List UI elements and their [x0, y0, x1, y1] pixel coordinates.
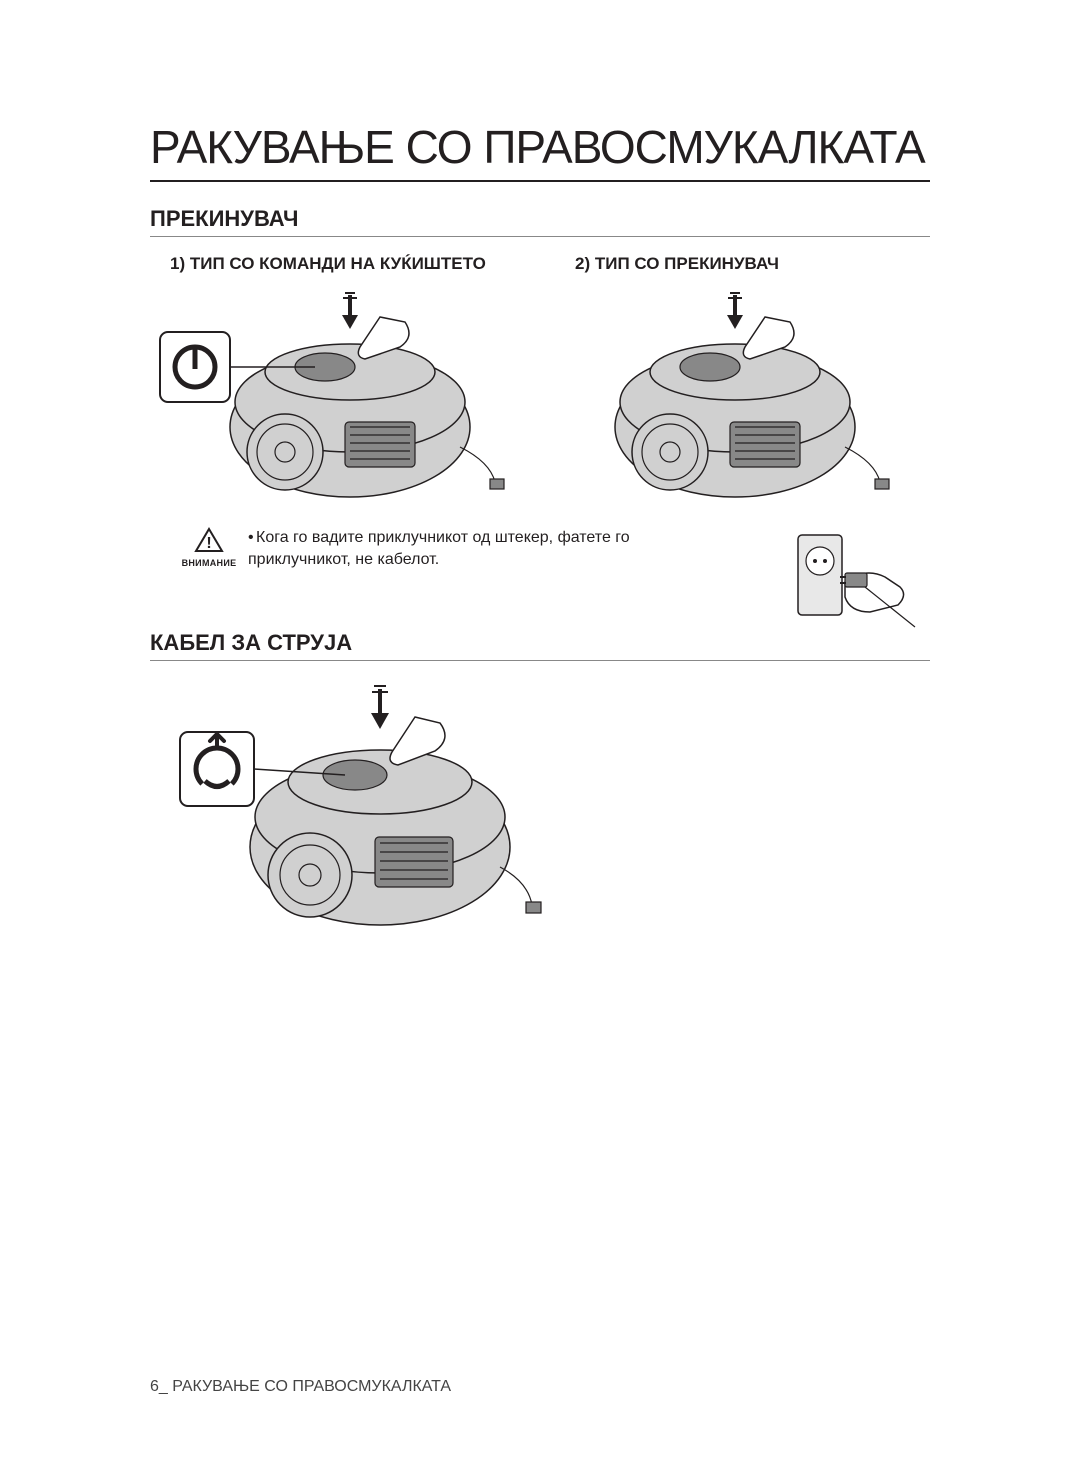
warning-triangle-icon: !: [194, 527, 224, 558]
illustration-switch-type: [555, 287, 930, 507]
warning-text: •Кога го вадите приклучникот од штекер, …: [248, 527, 668, 570]
col-switch-type: 2) ТИП СО ПРЕКИНУВАЧ: [555, 253, 930, 507]
warning-icon-col: ! ВНИМАНИЕ: [180, 527, 238, 568]
svg-text:!: !: [206, 535, 211, 552]
col2-title: 2) ТИП СО ПРЕКИНУВАЧ: [555, 253, 930, 275]
section-switch-heading: ПРЕКИНУВАЧ: [150, 206, 930, 237]
illustration-body-control: [150, 287, 525, 507]
page-title: РАКУВАЊЕ СО ПРАВОСМУКАЛКАТА: [150, 120, 930, 182]
page-footer: 6_ РАКУВАЊЕ СО ПРАВОСМУКАЛКАТА: [150, 1378, 451, 1396]
warning-text-content: Кога го вадите приклучникот од штекер, ф…: [248, 529, 630, 568]
col-body-control: 1) ТИП СО КОМАНДИ НА КУЌИШТЕТО: [150, 253, 525, 507]
illustration-cord-rewind: [170, 677, 930, 937]
switch-types-row: 1) ТИП СО КОМАНДИ НА КУЌИШТЕТО: [150, 253, 930, 507]
warning-label: ВНИМАНИЕ: [182, 558, 237, 568]
warning-row-container: ! ВНИМАНИЕ •Кога го вадите приклучникот …: [150, 527, 930, 570]
col1-title: 1) ТИП СО КОМАНДИ НА КУЌИШТЕТО: [150, 253, 525, 275]
section-cord: КАБЕЛ ЗА СТРУЈА: [150, 630, 930, 937]
illustration-plug-socket: [790, 527, 930, 642]
